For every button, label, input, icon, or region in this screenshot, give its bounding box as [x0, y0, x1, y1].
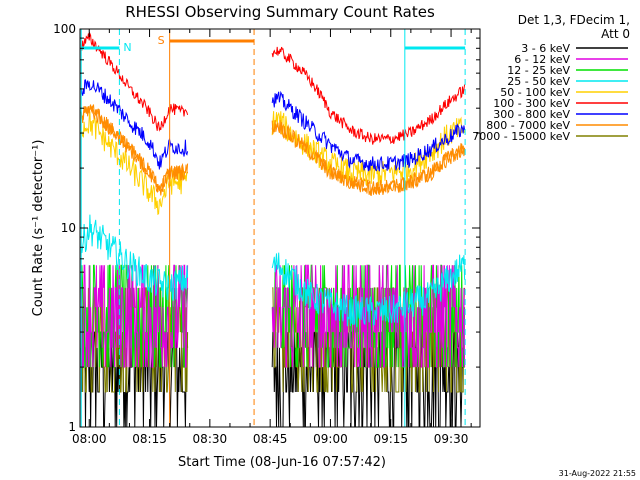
x-tick-label: 08:30: [193, 432, 228, 446]
legend-label: 800 - 7000 keV: [486, 119, 570, 132]
legend-label: 50 - 100 keV: [500, 86, 570, 99]
saa-marker-label-2: S: [158, 34, 165, 47]
legend-label: 7000 - 15000 keV: [472, 130, 570, 143]
night-marker-label-0: N: [123, 41, 131, 54]
legend-label: 3 - 6 keV: [521, 42, 570, 55]
x-tick-label: 08:15: [132, 432, 167, 446]
x-tick-labels: 08:00 08:15 08:30 08:45 09:00 09:15 09:30: [72, 432, 468, 446]
legend-label: 12 - 25 keV: [507, 64, 570, 77]
y-tick-label: 100: [53, 22, 76, 36]
plot-series: [80, 31, 466, 428]
chart-title: RHESSI Observing Summary Count Rates: [125, 3, 435, 21]
axis-ticks: [80, 28, 480, 428]
y-tick-labels: 1 10 100: [53, 22, 76, 434]
x-tick-label: 08:00: [72, 432, 107, 446]
legend-header-line-1: Det 1,3, FDecim 1,: [518, 13, 630, 27]
y-tick-label: 1: [68, 420, 76, 434]
y-axis-label: Count Rate (s⁻¹ detector⁻¹): [31, 140, 46, 317]
x-tick-label: 09:15: [373, 432, 408, 446]
legend-label: 25 - 50 keV: [507, 75, 570, 88]
y-tick-label: 10: [61, 221, 76, 235]
x-axis-label: Start Time (08-Jun-16 07:57:42): [178, 455, 386, 470]
x-tick-label: 09:00: [313, 432, 348, 446]
x-tick-label: 09:30: [434, 432, 469, 446]
generated-date: 31-Aug-2022 21:55: [559, 469, 636, 478]
legend-label: 6 - 12 keV: [514, 53, 570, 66]
legend-label: 100 - 300 keV: [493, 97, 570, 110]
x-tick-label: 08:45: [253, 432, 288, 446]
legend-label: 300 - 800 keV: [493, 108, 570, 121]
legend-header-line-2: Att 0: [601, 27, 630, 41]
